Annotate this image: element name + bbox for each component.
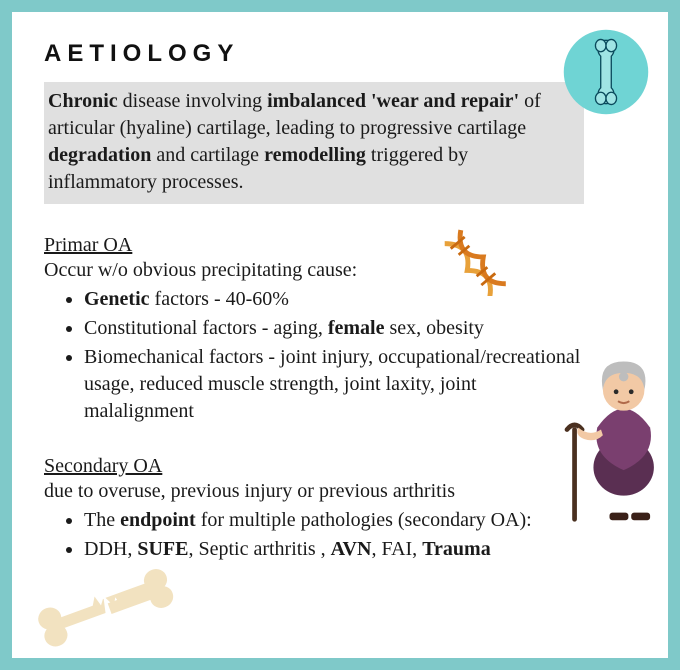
primary-heading: Primar OA (44, 234, 636, 257)
list-item: Genetic factors - 40-60% (84, 286, 584, 313)
list-item: Biomechanical factors - joint injury, oc… (84, 344, 584, 425)
secondary-lead: due to overuse, previous injury or previ… (44, 478, 584, 505)
list-item: Constitutional factors - aging, female s… (84, 315, 584, 342)
secondary-heading: Secondary OA (44, 455, 636, 478)
primary-list: Genetic factors - 40-60% Constitutional … (44, 286, 584, 425)
broken-bone-icon (30, 568, 180, 648)
definition-box: Chronic disease involving imbalanced 'we… (44, 82, 584, 204)
dna-icon (438, 226, 508, 296)
list-item: DDH, SUFE, Septic arthritis , AVN, FAI, … (84, 536, 584, 563)
bone-circle-icon (562, 28, 650, 116)
secondary-list: The endpoint for multiple pathologies (s… (44, 507, 584, 563)
list-item: The endpoint for multiple pathologies (s… (84, 507, 584, 534)
page-title: AETIOLOGY (44, 40, 636, 68)
elderly-person-icon (557, 354, 662, 524)
aetiology-card: AETIOLOGY Chronic disease involving imba… (12, 12, 668, 658)
